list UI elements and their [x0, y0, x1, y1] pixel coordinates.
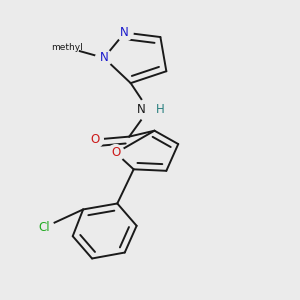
- Text: O: O: [90, 133, 100, 146]
- Circle shape: [107, 145, 124, 161]
- Circle shape: [87, 131, 103, 148]
- Text: N: N: [137, 103, 146, 116]
- Text: N: N: [100, 51, 108, 64]
- Text: Cl: Cl: [39, 221, 50, 234]
- Circle shape: [137, 99, 160, 121]
- Circle shape: [96, 50, 112, 66]
- Circle shape: [116, 24, 133, 41]
- Text: N: N: [120, 26, 129, 39]
- Circle shape: [35, 218, 54, 237]
- Circle shape: [55, 36, 79, 59]
- Text: O: O: [111, 146, 120, 160]
- Text: methyl: methyl: [51, 43, 83, 52]
- Text: H: H: [156, 103, 165, 116]
